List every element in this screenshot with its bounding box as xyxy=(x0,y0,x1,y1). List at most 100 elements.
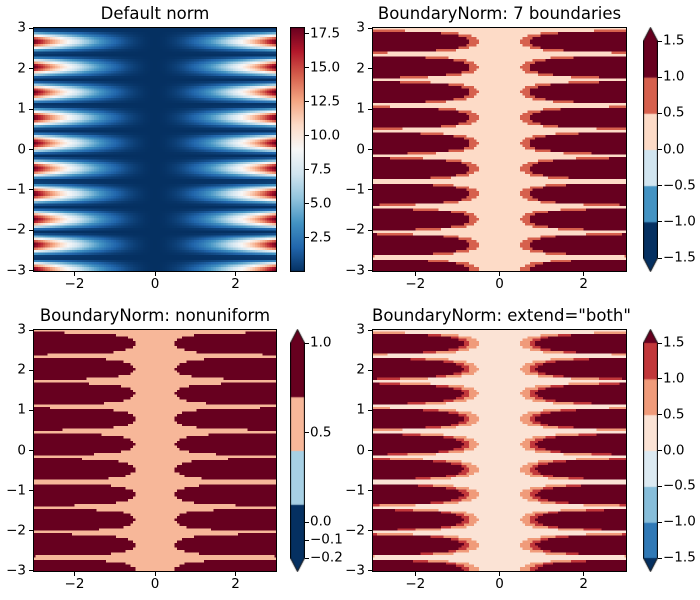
y-tick-label: 3 xyxy=(17,19,26,36)
colorbar-tick-mark xyxy=(305,67,309,69)
y-tick-label: 1 xyxy=(356,401,365,418)
y-tick-label: −3 xyxy=(6,262,26,279)
colorbar-tick-label: 0.5 xyxy=(310,423,332,440)
axes-frame xyxy=(33,27,277,272)
y-tick-mark xyxy=(368,570,372,572)
y-tick-mark xyxy=(29,530,33,532)
y-tick-label: 1 xyxy=(356,100,365,117)
colorbar-canvas xyxy=(643,329,658,572)
y-tick-label: −2 xyxy=(6,521,26,538)
y-tick-mark xyxy=(29,369,33,371)
y-tick-label: 2 xyxy=(356,361,365,378)
y-tick-label: 0 xyxy=(17,441,26,458)
x-tick-label: −2 xyxy=(405,576,426,592)
x-tick-mark xyxy=(499,272,500,276)
colorbar-tick-label: 10.0 xyxy=(310,127,341,144)
colorbar-tick-label: −1.5 xyxy=(663,549,696,566)
y-tick-mark xyxy=(368,189,372,191)
colorbar-tick-mark xyxy=(305,521,309,523)
y-tick-label: −3 xyxy=(345,262,365,279)
y-tick-label: −1 xyxy=(345,481,365,498)
colorbar-tick-mark xyxy=(658,221,662,223)
colorbar-tick-label: 2.5 xyxy=(310,229,332,246)
heatmap-canvas xyxy=(33,27,277,272)
colorbar-tick-label: 0.5 xyxy=(663,405,685,422)
subplot-title: BoundaryNorm: 7 boundaries xyxy=(377,4,622,23)
colorbar-tick-mark xyxy=(305,135,309,137)
x-tick-label: −2 xyxy=(64,276,85,292)
colorbar-tick-mark xyxy=(305,539,309,541)
y-tick-mark xyxy=(368,149,372,150)
colorbar-tick-label: 7.5 xyxy=(310,161,332,178)
x-tick-label: −2 xyxy=(405,276,426,292)
y-tick-label: −1 xyxy=(6,181,26,198)
colorbar-tick-mark xyxy=(305,432,309,434)
x-tick-mark xyxy=(414,572,416,576)
y-tick-mark xyxy=(29,108,33,110)
subplot-title: BoundaryNorm: extend="both" xyxy=(372,306,631,325)
x-tick-label: 0 xyxy=(150,276,160,292)
y-tick-label: 3 xyxy=(17,321,26,338)
colorbar-tick-label: 1.5 xyxy=(663,32,685,49)
colorbar-tick-mark xyxy=(658,414,662,416)
subplot-title: BoundaryNorm: nonuniform xyxy=(39,306,271,325)
colorbar-tick-mark xyxy=(658,557,662,559)
y-tick-mark xyxy=(29,490,33,492)
y-tick-mark xyxy=(368,329,372,331)
y-tick-mark xyxy=(29,149,33,150)
colorbar-tick-mark xyxy=(305,342,309,344)
y-tick-mark xyxy=(368,409,372,411)
x-tick-mark xyxy=(73,272,75,276)
colorbar-tick-mark xyxy=(305,557,309,559)
x-tick-mark xyxy=(154,272,156,276)
colorbar-tick-mark xyxy=(658,450,662,451)
colorbar-tick-mark xyxy=(658,521,662,523)
y-tick-mark xyxy=(368,530,372,532)
y-tick-label: 0 xyxy=(356,441,365,458)
y-tick-label: −2 xyxy=(345,521,365,538)
y-tick-mark xyxy=(368,450,372,451)
colorbar-tick-mark xyxy=(658,40,662,42)
colorbar-tick-mark xyxy=(658,185,662,187)
y-tick-mark xyxy=(368,369,372,371)
x-tick-mark xyxy=(235,572,237,576)
y-tick-mark xyxy=(368,108,372,110)
y-tick-mark xyxy=(368,68,372,70)
colorbar-tick-mark xyxy=(305,169,309,171)
colorbar-tick-label: 5.0 xyxy=(310,195,332,212)
x-tick-label: −2 xyxy=(64,576,85,592)
y-tick-mark xyxy=(368,270,372,272)
y-tick-label: 0 xyxy=(17,140,26,157)
y-tick-mark xyxy=(29,409,33,411)
y-tick-mark xyxy=(368,229,372,231)
colorbar-tick-mark xyxy=(658,378,662,380)
colorbar-tick-mark xyxy=(658,112,662,114)
axes-frame xyxy=(33,329,277,572)
colorbar-tick-label: 1.0 xyxy=(663,68,685,85)
x-tick-label: 2 xyxy=(579,276,588,292)
heatmap-canvas xyxy=(33,329,277,572)
colorbar-tick-mark xyxy=(658,149,662,150)
y-tick-mark xyxy=(29,270,33,272)
y-tick-label: 3 xyxy=(356,321,365,338)
y-tick-label: 2 xyxy=(17,59,26,76)
y-tick-label: 2 xyxy=(17,361,26,378)
heatmap-canvas xyxy=(372,27,627,272)
colorbar-tick-mark xyxy=(305,33,309,35)
colorbar-canvas xyxy=(643,27,658,272)
y-tick-mark xyxy=(29,27,33,29)
colorbar-tick-label: −1.0 xyxy=(663,513,696,530)
y-tick-label: 1 xyxy=(17,100,26,117)
x-tick-mark xyxy=(583,572,585,576)
colorbar-tick-mark xyxy=(658,76,662,78)
x-tick-mark xyxy=(583,272,585,276)
colorbar-tick-label: −0.5 xyxy=(663,477,696,494)
colorbar-tick-label: 1.0 xyxy=(310,334,332,351)
x-tick-label: 0 xyxy=(495,576,504,592)
colorbar-tick-label: 12.5 xyxy=(310,93,341,110)
axes-frame xyxy=(372,27,627,272)
